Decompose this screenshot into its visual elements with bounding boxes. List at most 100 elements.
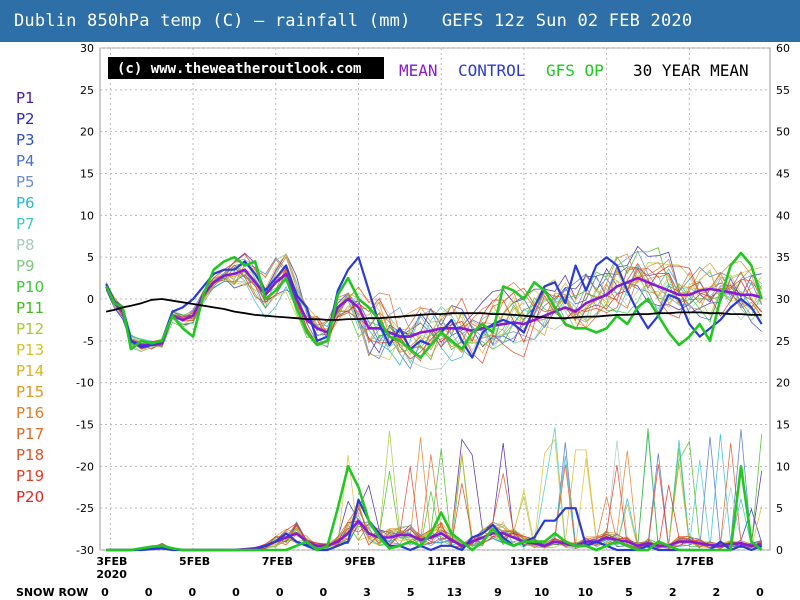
left-tick-label: 20 bbox=[80, 126, 94, 139]
snow-row-value: 0 bbox=[320, 586, 328, 599]
right-tick-label: 40 bbox=[776, 209, 790, 222]
snow-row-value: 5 bbox=[407, 586, 415, 599]
right-tick-label: 45 bbox=[776, 168, 790, 181]
legend-mean: MEAN bbox=[399, 61, 438, 80]
snow-row-value: 10 bbox=[534, 586, 550, 599]
member-label: P11 bbox=[16, 299, 45, 317]
member-label: P18 bbox=[16, 446, 45, 464]
right-tick-label: 60 bbox=[776, 42, 790, 55]
snow-row-value: 13 bbox=[447, 586, 462, 599]
legend-op: GFS OP bbox=[546, 61, 604, 80]
member-label: P20 bbox=[16, 488, 45, 506]
copyright-text: (c) www.theweatheroutlook.com bbox=[117, 61, 361, 77]
left-tick-label: -20 bbox=[76, 460, 94, 473]
member-rain-line bbox=[106, 433, 762, 551]
snow-row-value: 0 bbox=[145, 586, 153, 599]
snow-row-value: 5 bbox=[625, 586, 633, 599]
member-rain-line bbox=[106, 438, 762, 551]
x-tick-label: 7FEB bbox=[262, 555, 293, 568]
member-label: P4 bbox=[16, 152, 35, 170]
left-tick-label: -15 bbox=[76, 419, 94, 432]
legend-climate: 30 YEAR MEAN bbox=[633, 61, 749, 80]
temp-gfs-op-line bbox=[105, 251, 763, 359]
right-tick-label: 15 bbox=[776, 419, 790, 432]
snow-row-values: 0 0 0 0 0 0 3 5 13 9 10 10 5 2 2 0 bbox=[101, 586, 764, 599]
right-tick-label: 5 bbox=[776, 502, 783, 515]
x-tick-label: 9FEB bbox=[344, 555, 375, 568]
member-temp-line bbox=[105, 267, 762, 364]
temp-30-year-mean-line bbox=[106, 298, 762, 321]
left-tick-label: 0 bbox=[87, 293, 94, 306]
member-label: P13 bbox=[16, 341, 45, 359]
member-label: P15 bbox=[16, 383, 45, 401]
left-tick-label: 15 bbox=[80, 168, 94, 181]
right-tick-label: 25 bbox=[776, 335, 790, 348]
snow-row-value: 0 bbox=[189, 586, 197, 599]
snow-row-value: 9 bbox=[494, 586, 502, 599]
right-tick-label: 20 bbox=[776, 377, 790, 390]
snow-row-label: SNOW ROW bbox=[16, 586, 88, 599]
snow-row-value: 0 bbox=[101, 586, 109, 599]
highlight-series bbox=[105, 251, 763, 552]
copyright-box bbox=[108, 57, 384, 79]
snow-row-value: 10 bbox=[578, 586, 594, 599]
member-label: P8 bbox=[16, 236, 35, 254]
member-label: P2 bbox=[16, 110, 35, 128]
snow-row-value: 0 bbox=[276, 586, 284, 599]
member-temp-line bbox=[105, 258, 763, 351]
x-tick-label: 17FEB bbox=[675, 555, 714, 568]
chart-title: Dublin 850hPa temp (C) — rainfall (mm) G… bbox=[14, 11, 693, 31]
legend-block: (c) www.theweatheroutlook.com MEAN CONTR… bbox=[108, 57, 749, 80]
x-tick-label: 5FEB bbox=[179, 555, 210, 568]
member-rain-line bbox=[106, 438, 763, 551]
member-label: P1 bbox=[16, 89, 35, 107]
left-tick-label: -25 bbox=[76, 502, 94, 515]
x-axis-ticks: 3FEB 5FEB 7FEB 9FEB 11FEB 13FEB 15FEB 17FEB bbox=[96, 555, 714, 568]
right-tick-label: 30 bbox=[776, 293, 790, 306]
member-temp-line bbox=[105, 256, 763, 347]
member-label: P19 bbox=[16, 467, 45, 485]
rain-gfs-op-line bbox=[106, 464, 763, 552]
right-tick-label: 0 bbox=[776, 544, 783, 557]
right-tick-label: 10 bbox=[776, 460, 790, 473]
member-label: P10 bbox=[16, 278, 45, 296]
member-label: P3 bbox=[16, 131, 35, 149]
left-tick-label: 25 bbox=[80, 84, 94, 97]
left-tick-label: -10 bbox=[76, 377, 94, 390]
x-tick-label: 15FEB bbox=[593, 555, 632, 568]
member-label: P5 bbox=[16, 173, 35, 191]
snow-row-value: 2 bbox=[669, 586, 677, 599]
member-rain-line bbox=[106, 437, 762, 551]
member-label: P16 bbox=[16, 404, 45, 422]
left-tick-label: -30 bbox=[76, 544, 94, 557]
left-axis-ticks: 30 25 20 15 10 5 0 -5 -10 -15 -20 -25 -30 bbox=[76, 42, 94, 557]
right-tick-label: 50 bbox=[776, 126, 790, 139]
right-tick-label: 35 bbox=[776, 251, 790, 264]
member-label: P14 bbox=[16, 362, 45, 380]
member-rain-line bbox=[106, 440, 762, 551]
x-tick-label: 3FEB bbox=[96, 555, 127, 568]
snow-row-value: 0 bbox=[756, 586, 764, 599]
member-label: P7 bbox=[16, 215, 35, 233]
snow-row-value: 2 bbox=[713, 586, 721, 599]
title-bar: Dublin 850hPa temp (C) — rainfall (mm) G… bbox=[0, 0, 800, 42]
x-axis-year: 2020 bbox=[96, 568, 127, 581]
right-tick-label: 55 bbox=[776, 84, 790, 97]
x-tick-label: 11FEB bbox=[427, 555, 466, 568]
x-tick-label: 13FEB bbox=[510, 555, 549, 568]
member-legend: P1 P2 P3 P4 P5 P6 P7 P8 P9 P10 P11 P12 P13 P14 P15 P16 P… bbox=[16, 88, 76, 508]
legend-control: CONTROL bbox=[458, 61, 525, 80]
member-label: P6 bbox=[16, 194, 35, 212]
left-tick-label: 30 bbox=[80, 42, 94, 55]
member-label: P9 bbox=[16, 257, 35, 275]
left-tick-label: -5 bbox=[83, 335, 94, 348]
left-tick-label: 5 bbox=[87, 251, 94, 264]
snow-row-value: 3 bbox=[363, 586, 371, 599]
member-label: P12 bbox=[16, 320, 45, 338]
snow-row-value: 0 bbox=[232, 586, 240, 599]
temp-mean-line bbox=[105, 268, 763, 347]
left-tick-label: 10 bbox=[80, 209, 94, 222]
member-label: P17 bbox=[16, 425, 45, 443]
